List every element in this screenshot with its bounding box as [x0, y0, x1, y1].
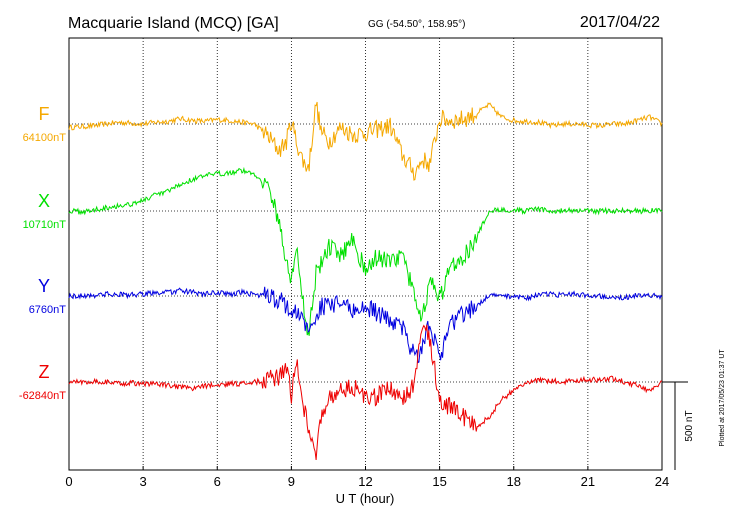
series-baseline-F: 64100nT [23, 132, 67, 144]
geographic-coords: GG (-54.50°, 158.95°) [368, 19, 466, 30]
x-axis-ticks: 0 3 6 9 12 15 18 21 24 [65, 466, 669, 489]
grid-lines [69, 38, 662, 470]
chart-date: 2017/04/22 [580, 14, 660, 31]
x-tick-label-3: 3 [140, 474, 147, 489]
x-tick-label-24: 24 [655, 474, 669, 489]
series-baseline-X: 10710nT [23, 219, 67, 231]
x-tick-label-18: 18 [507, 474, 521, 489]
station-title: Macquarie Island (MCQ) [GA] [68, 15, 279, 32]
series-letter-F: F [39, 104, 50, 124]
x-tick-label-0: 0 [65, 474, 72, 489]
series-letter-X: X [38, 191, 50, 211]
series-baseline-Y: 6760nT [29, 304, 67, 316]
series-baseline-Z: -62840nT [19, 390, 66, 402]
x-tick-label-21: 21 [581, 474, 595, 489]
series-line-X [68, 166, 663, 336]
x-tick-label-12: 12 [358, 474, 372, 489]
scale-bar-label: 500 nT [684, 410, 695, 441]
series-line-F [68, 101, 663, 181]
plotted-timestamp: Plotted at 2017/05/23 01:37 UT [719, 349, 726, 447]
x-axis-label: U T (hour) [336, 491, 395, 506]
x-tick-label-6: 6 [214, 474, 221, 489]
series-traces [68, 101, 663, 461]
series-letter-Z: Z [39, 362, 50, 382]
series-line-Z [68, 324, 663, 461]
series-labels: F 64100nT X 10710nT Y 6760nT Z -62840nT [19, 104, 66, 402]
series-letter-Y: Y [38, 276, 50, 296]
scale-bar: 500 nT [662, 381, 695, 470]
x-tick-label-9: 9 [288, 474, 295, 489]
x-tick-label-15: 15 [432, 474, 446, 489]
series-line-Y [68, 286, 663, 364]
